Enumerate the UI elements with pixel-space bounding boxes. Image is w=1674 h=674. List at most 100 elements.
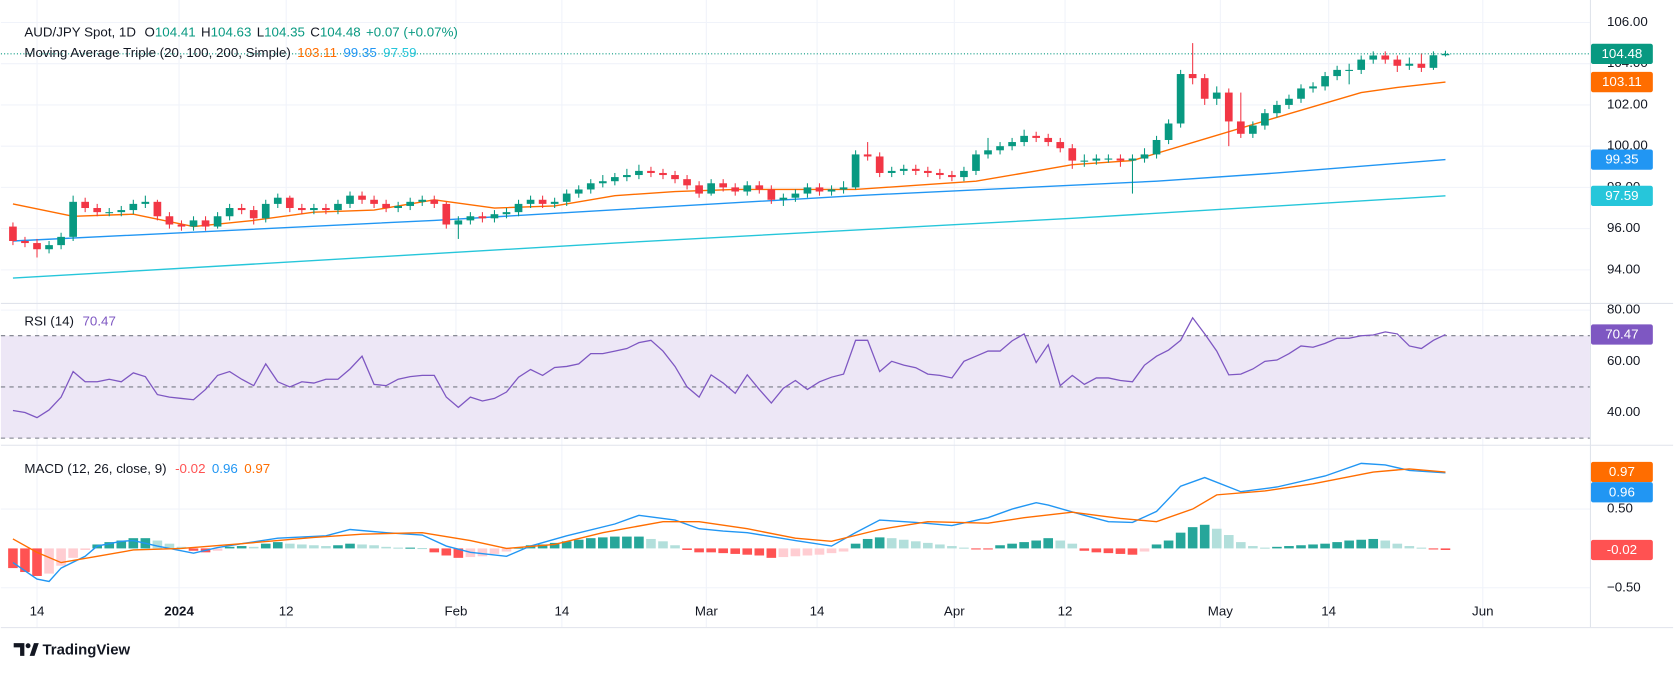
candle-body xyxy=(538,199,547,204)
indicator-line xyxy=(12,195,1446,279)
candle-body xyxy=(984,150,992,155)
candle-body xyxy=(1200,78,1209,99)
price-label-box xyxy=(1590,149,1653,170)
histogram-bar xyxy=(1368,538,1379,549)
indicator-value: 97.59 xyxy=(383,45,416,60)
candle-body xyxy=(574,189,583,194)
histogram-bar xyxy=(959,547,969,549)
histogram-bar xyxy=(923,542,933,549)
candle-body xyxy=(659,172,667,176)
candle-body xyxy=(1285,98,1293,105)
candle-body xyxy=(1032,135,1041,138)
candle-body xyxy=(1176,74,1185,124)
candle-body xyxy=(33,243,41,250)
candle-body xyxy=(105,212,114,214)
histogram-bar xyxy=(862,538,873,549)
candle-body xyxy=(1152,139,1161,155)
histogram-bar xyxy=(333,545,343,549)
histogram-bar xyxy=(188,548,199,551)
y-tick-label: 94.00 xyxy=(1607,261,1640,276)
candle-body xyxy=(502,212,511,215)
logo-part xyxy=(13,643,25,656)
candle-body xyxy=(1333,69,1341,77)
candle-body xyxy=(695,185,703,194)
brand-logo[interactable]: TradingView xyxy=(13,641,131,658)
histogram-bar xyxy=(1320,543,1330,549)
histogram-bar xyxy=(1067,543,1078,549)
y-tick-label: 0.50 xyxy=(1607,501,1633,516)
histogram-bar xyxy=(477,548,488,557)
candle-body xyxy=(1128,158,1137,161)
candle-body xyxy=(1297,88,1305,99)
candle-body xyxy=(1381,55,1390,60)
candle-body xyxy=(1321,76,1329,87)
candle-body xyxy=(310,208,318,211)
ohlc-label: H xyxy=(201,25,211,40)
grid-layer xyxy=(0,0,1590,628)
indicator-line xyxy=(12,468,1446,564)
histogram-bar xyxy=(417,548,428,550)
candle-body xyxy=(851,154,860,188)
histogram-bar xyxy=(730,548,741,554)
candle-body xyxy=(69,201,77,237)
histogram-bar xyxy=(321,546,331,549)
candle-body xyxy=(478,216,487,219)
x-tick-label: 14 xyxy=(554,604,569,619)
candle-body xyxy=(177,224,186,227)
histogram-bar xyxy=(309,545,319,549)
histogram-bar xyxy=(176,546,187,549)
histogram-bar xyxy=(814,548,825,555)
candle-body xyxy=(334,203,342,211)
histogram-bar xyxy=(1356,539,1366,549)
candle-body xyxy=(370,199,378,204)
histogram-bar xyxy=(561,541,572,549)
y-tick-label: 80.00 xyxy=(1607,302,1640,317)
price-label: 0.96 xyxy=(1609,484,1635,499)
candle-body xyxy=(1429,55,1438,68)
histogram-bar xyxy=(947,546,957,549)
candle-body xyxy=(273,197,282,204)
candle-body xyxy=(1441,53,1450,56)
histogram-bar xyxy=(682,548,692,550)
price-label: 70.47 xyxy=(1605,327,1638,342)
indicator-line xyxy=(12,158,1446,242)
candle-body xyxy=(1224,92,1233,122)
histogram-bar xyxy=(670,545,680,549)
histogram-bar xyxy=(1151,544,1162,549)
histogram-bar xyxy=(898,539,909,549)
candle-body xyxy=(322,208,330,211)
candle-body xyxy=(57,236,65,246)
price-label-box xyxy=(1590,482,1653,503)
histogram-bar xyxy=(357,544,367,549)
candle-body xyxy=(1140,154,1149,159)
candle-body xyxy=(358,195,366,200)
logo-part xyxy=(29,643,39,656)
candle-body xyxy=(767,189,776,200)
marks-layer xyxy=(0,43,1590,583)
symbol-title: AUD/JPY Spot, 1D xyxy=(24,25,136,40)
histogram-bar xyxy=(983,548,993,550)
histogram-bar xyxy=(20,548,30,573)
y-tick-label: 40.00 xyxy=(1607,404,1640,419)
histogram-bar xyxy=(272,542,283,549)
histogram-bar xyxy=(1007,543,1017,549)
candle-body xyxy=(635,170,643,176)
ohlc-label: C xyxy=(310,25,320,40)
histogram-bar xyxy=(128,538,139,549)
histogram-bar xyxy=(1187,527,1198,549)
x-tick-label: 14 xyxy=(810,604,825,619)
histogram-bar xyxy=(1079,548,1090,551)
histogram-bar xyxy=(260,543,271,549)
candle-body xyxy=(1357,59,1366,70)
histogram-bar xyxy=(1115,548,1126,554)
histogram-bar xyxy=(1055,540,1066,549)
indicator-title: Moving Average Triple (20, 100, 200, Sim… xyxy=(24,45,290,60)
candle-body xyxy=(1273,104,1281,114)
histogram-bar xyxy=(971,548,981,550)
price-label: 103.11 xyxy=(1602,74,1642,89)
y-tick-label: 96.00 xyxy=(1607,220,1640,235)
price-label-box xyxy=(1590,43,1653,64)
histogram-bar xyxy=(754,548,765,556)
price-label: 99.35 xyxy=(1605,152,1638,167)
candle-body xyxy=(430,199,439,204)
